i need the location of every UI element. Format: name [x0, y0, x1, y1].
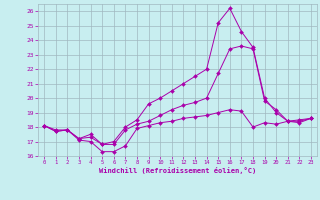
X-axis label: Windchill (Refroidissement éolien,°C): Windchill (Refroidissement éolien,°C): [99, 167, 256, 174]
